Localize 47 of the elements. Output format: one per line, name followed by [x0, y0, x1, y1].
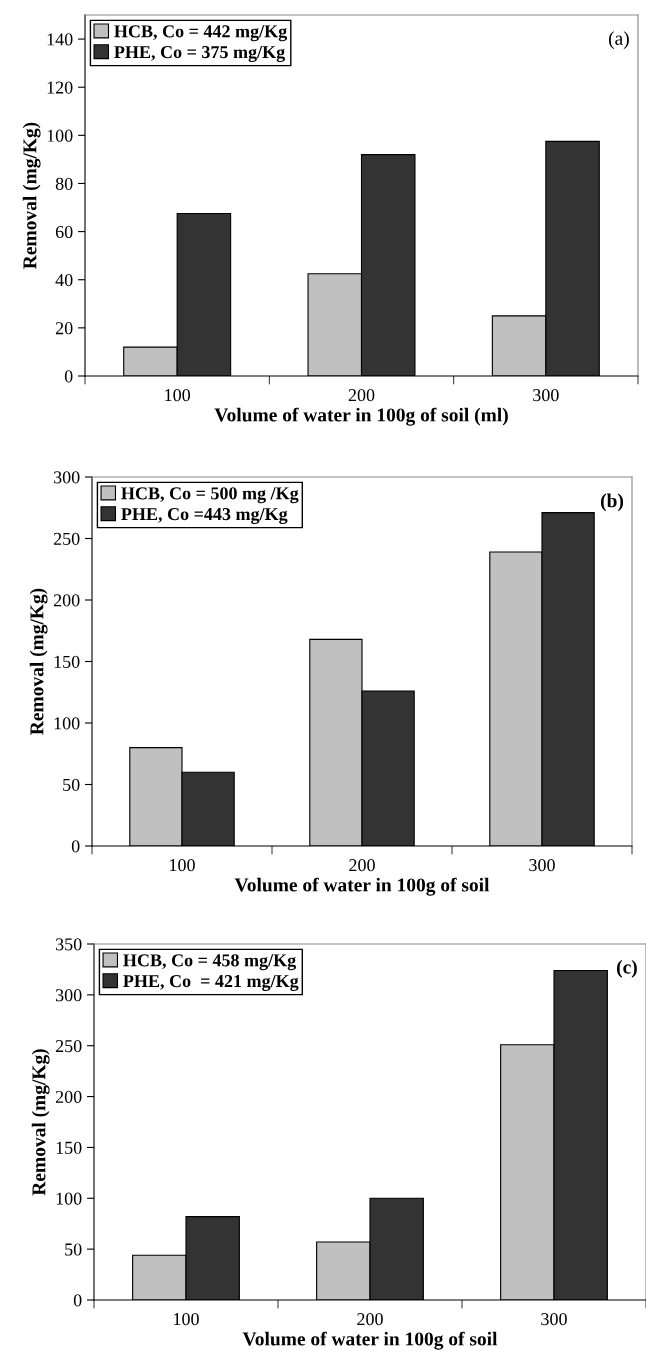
y-tick-label: 350	[55, 938, 82, 951]
legend-label: HCB, Co = 442 mg/Kg	[114, 25, 287, 42]
x-tick-label: 200	[349, 859, 375, 872]
y-tick-label: 50	[65, 1243, 82, 1256]
y-tick-label: 300	[55, 989, 82, 1002]
x-tick-label: 200	[348, 389, 375, 402]
x-tick-label: 300	[541, 1313, 567, 1326]
legend-label: PHE, Co =443 mg/Kg	[121, 508, 288, 524]
y-tick-label: 150	[56, 1141, 82, 1154]
legend-label: HCB, Co = 458 mg/Kg	[123, 954, 297, 971]
y-tick-label: 20	[55, 322, 73, 335]
y-axis-title: Removal (mg/Kg)	[22, 122, 41, 269]
y-tick-label: 80	[55, 177, 73, 190]
annotation: (a)	[608, 31, 629, 49]
x-tick-label: 200	[357, 1313, 383, 1326]
y-tick-label: 0	[73, 1294, 82, 1307]
y-tick-label: 140	[47, 33, 73, 46]
x-axis-title: Volume of water in 100g of soil (ml)	[214, 407, 508, 426]
y-tick-label: 250	[53, 532, 80, 545]
x-tick-label: 100	[165, 389, 191, 402]
legend-label: PHE, Co = 421 mg/Kg	[123, 975, 299, 991]
y-tick-label: 150	[54, 655, 80, 668]
y-tick-label: 40	[55, 273, 73, 287]
y-tick-label: 100	[47, 129, 73, 142]
legend-label: PHE, Co = 375 mg/Kg	[114, 46, 285, 62]
y-tick-label: 200	[55, 1090, 82, 1104]
y-tick-label: 120	[47, 81, 73, 94]
y-tick-label: 200	[53, 594, 80, 607]
y-tick-label: 0	[71, 840, 80, 853]
y-tick-label: 50	[63, 778, 80, 791]
y-tick-label: 0	[64, 370, 73, 383]
x-tick-label: 300	[533, 389, 559, 402]
x-tick-label: 100	[170, 859, 195, 872]
x-tick-label: 300	[529, 859, 555, 872]
y-axis-title: Removal (mg/Kg)	[31, 1049, 50, 1196]
y-tick-label: 100	[56, 1192, 82, 1205]
x-axis-title: Volume of water in 100g of soil	[234, 877, 490, 896]
y-tick-label: 300	[53, 471, 80, 484]
annotation: (b)	[600, 493, 624, 512]
y-tick-label: 250	[55, 1039, 82, 1053]
y-tick-label: 60	[55, 225, 73, 239]
legend-label: HCB, Co = 500 mg /Kg	[121, 487, 299, 504]
x-axis-title: Volume of water in 100g of soil	[242, 1331, 498, 1350]
y-tick-label: 100	[54, 717, 80, 730]
x-tick-label: 100	[174, 1313, 199, 1326]
annotation: (c)	[616, 960, 637, 978]
y-axis-title: Removal (mg/Kg)	[29, 588, 48, 735]
